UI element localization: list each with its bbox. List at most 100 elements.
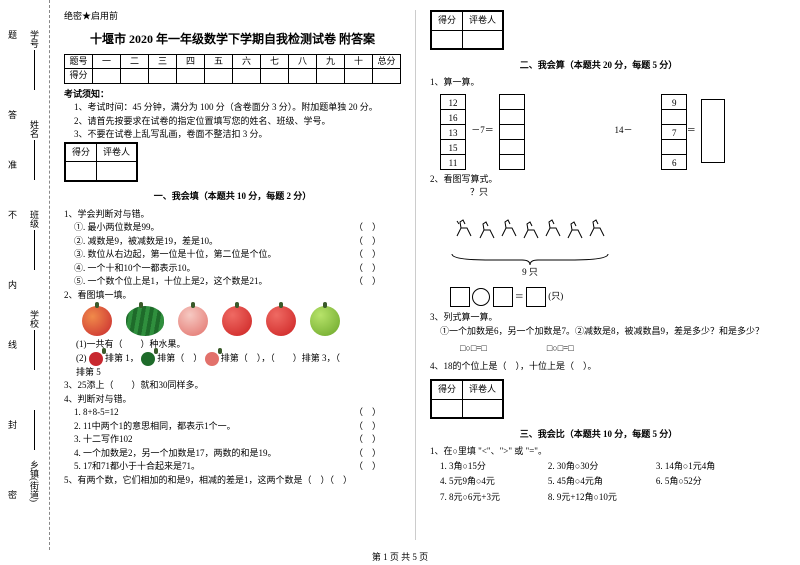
gutter-label: 班级 <box>28 210 41 228</box>
cmp-item: 4. 5元9角○4元 <box>440 474 548 490</box>
q3-text: ①一个加数是6，另一个加数是7。②减数是8，被减数昌9，差是多少？和是多少？ <box>440 325 767 339</box>
cell: 得分 <box>432 12 463 31</box>
exam-title: 十堰市 2020 年一年级数学下学期自我检测试卷 附答案 <box>64 30 401 48</box>
th: 五 <box>205 54 233 69</box>
gutter-line <box>34 50 35 90</box>
paren[interactable]: （ ） <box>354 420 381 434</box>
cmp-item: 2. 30角○30分 <box>548 459 656 475</box>
blank-box[interactable] <box>526 287 546 307</box>
grader-box: 得分评卷人 <box>430 379 504 419</box>
cell: 评卷人 <box>463 12 503 31</box>
item: ⑤. 一个数个位上是1，十位上是2，这个数是21。 <box>74 275 268 289</box>
cell: 11 <box>440 154 466 170</box>
q2-line2: (2) 排第 1， 排第（ ） 排第（ ），（ ）排第 3，（ <box>76 352 401 366</box>
persimmon-icon <box>82 306 112 336</box>
right-stack: 9 7 6 <box>661 94 687 169</box>
th: 七 <box>261 54 289 69</box>
gutter-line <box>34 230 35 270</box>
cell: 6 <box>661 154 687 170</box>
unit: (只) <box>548 291 563 301</box>
cell: 9 <box>661 94 687 110</box>
paren[interactable]: （ ） <box>354 248 381 262</box>
paren[interactable]: （ ） <box>354 447 381 461</box>
paren[interactable]: （ ） <box>354 460 381 474</box>
op-circle[interactable] <box>472 288 490 306</box>
item: 4. 一个加数是2，另一个加数是17，两数的和是19。 <box>74 447 277 461</box>
cmp-item: 6. 5角○52分 <box>656 474 764 490</box>
cell[interactable] <box>661 109 687 125</box>
q4: 4、18的个位上是（ ），十位上是（ ）。 <box>430 360 767 374</box>
secret-label: 绝密★启用前 <box>64 10 401 24</box>
binding-gutter: 学号 姓名 班级 学校 乡镇(街道) 题 答 准 不 内 线 封 密 <box>0 0 50 550</box>
th: 九 <box>317 54 345 69</box>
watermelon-icon <box>141 352 155 366</box>
gutter-vert: 准 <box>6 160 19 169</box>
paren[interactable]: （ ） <box>354 433 381 447</box>
box-eq[interactable]: □○□=□ <box>460 342 487 356</box>
apple-icon <box>266 306 296 336</box>
item: 3. 十二写作102 <box>74 433 133 447</box>
page: 学号 姓名 班级 学校 乡镇(街道) 题 答 准 不 内 线 封 密 绝密★启用… <box>0 0 800 550</box>
q3-stem: 3、列式算一算。 <box>430 311 767 325</box>
gutter-label: 姓名 <box>28 120 41 138</box>
box-eq[interactable]: □○□=□ <box>547 342 574 356</box>
gutter-line <box>34 330 35 370</box>
grader-box: 得分评卷人 <box>64 142 138 182</box>
answer-box[interactable] <box>701 99 725 163</box>
paren[interactable]: （ ） <box>354 235 381 249</box>
th: 总分 <box>373 54 401 69</box>
notice: 1、考试时间：45 分钟，满分为 100 分（含卷面分 3 分）。附加题单独 2… <box>74 101 401 115</box>
persimmon-icon <box>89 352 103 366</box>
calc-left: 12 16 13 15 11 －7＝ <box>440 94 525 169</box>
th: 四 <box>177 54 205 69</box>
left-column: 绝密★启用前 十堰市 2020 年一年级数学下学期自我检测试卷 附答案 题号 一… <box>50 0 415 550</box>
notice: 2、请首先按要求在试卷的指定位置填写您的姓名、班级、学号。 <box>74 115 401 129</box>
notice-title: 考试须知： <box>64 88 401 102</box>
item: 2. 11中两个1的意思相同，都表示1个一。 <box>74 420 236 434</box>
paren[interactable]: （ ） <box>354 221 381 235</box>
grader-box: 得分评卷人 <box>430 10 504 50</box>
page-footer: 第 1 页 共 5 页 <box>0 550 800 563</box>
cell: 评卷人 <box>463 381 503 400</box>
blank-box[interactable] <box>450 287 470 307</box>
th: 一 <box>93 54 121 69</box>
cell: 13 <box>440 124 466 140</box>
table-row: 题号 一 二 三 四 五 六 七 八 九 十 总分 <box>65 54 401 69</box>
cell[interactable] <box>661 139 687 155</box>
q2-stem: 2、看图填一填。 <box>64 289 401 303</box>
section-1-title: 一、我会填（本题共 10 分，每题 2 分） <box>64 190 401 204</box>
calc-right: 9 7 6 14－ ＝ <box>661 94 757 169</box>
right-column: 得分评卷人 二、我会算（本题共 20 分，每题 5 分） 1、算一算。 12 1… <box>416 0 781 550</box>
riders-illustration <box>450 204 610 252</box>
gutter-label: 学校 <box>28 310 41 328</box>
notice: 3、不要在试卷上乱写乱画，卷面不整洁扣 3 分。 <box>74 128 401 142</box>
op: 14－ <box>614 124 632 138</box>
gutter-vert: 封 <box>6 420 19 429</box>
paren[interactable]: （ ） <box>354 262 381 276</box>
cell: 15 <box>440 139 466 155</box>
th: 八 <box>289 54 317 69</box>
gutter-line <box>34 140 35 180</box>
cell: 得分 <box>66 143 97 162</box>
gutter-vert: 题 <box>6 30 19 39</box>
item: 5. 17和71都小于十合起来是71。 <box>74 460 200 474</box>
blank-box[interactable] <box>493 287 513 307</box>
apple-icon <box>222 306 252 336</box>
peach-icon <box>178 306 208 336</box>
cell: 16 <box>440 109 466 125</box>
item: 1. 8+8-5=12 <box>74 406 119 420</box>
gutter-label: 学号 <box>28 30 41 48</box>
q2-line1: (1)一共有（ ）种水果。 <box>76 338 401 352</box>
cell: 得分 <box>432 381 463 400</box>
gutter-vert: 答 <box>6 110 19 119</box>
answer-stack[interactable] <box>499 94 525 169</box>
gutter-vert: 密 <box>6 490 19 499</box>
th: 二 <box>121 54 149 69</box>
paren[interactable]: （ ） <box>354 275 381 289</box>
equation-row: ＝ (只) <box>450 287 767 307</box>
fruit-row <box>82 306 401 336</box>
horse-group-icon <box>450 204 610 252</box>
gutter-label: 乡镇(街道) <box>28 460 41 502</box>
th: 十 <box>345 54 373 69</box>
paren[interactable]: （ ） <box>354 406 381 420</box>
